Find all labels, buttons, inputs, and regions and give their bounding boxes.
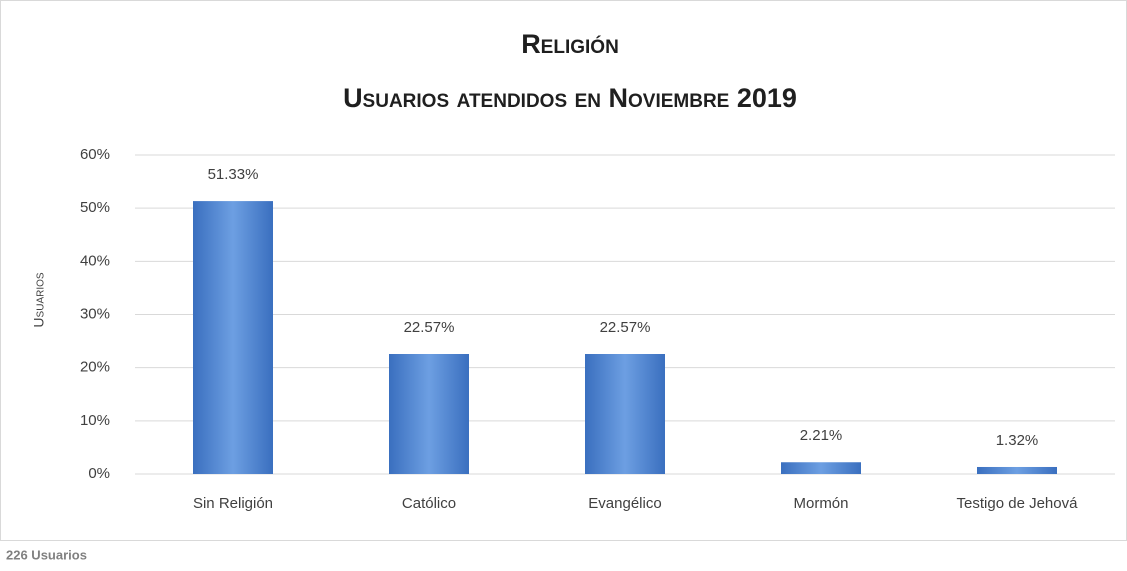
x-tick-label: Católico <box>402 495 456 512</box>
chart-border <box>0 0 1127 541</box>
x-tick-label: Sin Religión <box>193 495 273 512</box>
bar <box>193 201 273 474</box>
data-label: 2.21% <box>800 427 843 444</box>
y-tick-label: 50% <box>80 199 110 216</box>
bar <box>977 466 1057 474</box>
data-label: 22.57% <box>600 319 651 336</box>
bar <box>389 354 469 474</box>
y-tick-label: 0% <box>88 465 110 482</box>
bar <box>781 462 861 474</box>
x-tick-label: Mormón <box>793 495 848 512</box>
y-tick-label: 20% <box>80 359 110 376</box>
bar <box>585 354 665 474</box>
data-label: 51.33% <box>208 166 259 183</box>
x-tick-label: Testigo de Jehová <box>957 495 1079 512</box>
x-tick-label: Evangélico <box>588 495 661 512</box>
data-label: 1.32% <box>996 432 1039 449</box>
y-tick-label: 40% <box>80 252 110 269</box>
y-tick-label: 60% <box>80 146 110 163</box>
chart-subtitle: Usuarios atendidos en Noviembre 2019 <box>343 83 797 113</box>
y-tick-label: 30% <box>80 305 110 322</box>
y-tick-label: 10% <box>80 412 110 429</box>
y-axis-title: Usuarios <box>31 272 47 327</box>
chart-title: Religión <box>521 29 619 59</box>
data-label: 22.57% <box>404 319 455 336</box>
footnote: 226 Usuarios <box>6 547 87 562</box>
